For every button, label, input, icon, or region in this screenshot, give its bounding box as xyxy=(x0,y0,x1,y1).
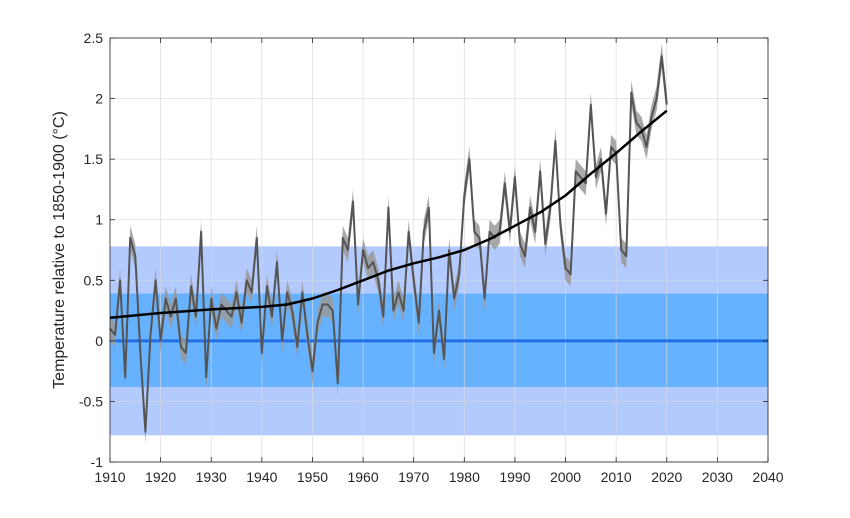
x-tick-label-1980: 1980 xyxy=(449,469,480,485)
trend-line xyxy=(109,109,668,320)
x-axis: 1910 1920 1930 1940 1950 1960 1970 1980 1990 2000… xyxy=(94,38,784,485)
x-tick-label-2020: 2020 xyxy=(651,469,682,485)
x-tick-label-1920: 1920 xyxy=(145,469,176,485)
x-tick-label-1990: 1990 xyxy=(499,469,530,485)
x-tick-label-1950: 1950 xyxy=(297,469,328,485)
y-axis-title: Temperature relative to 1850-1900 (°C) xyxy=(51,111,68,389)
x-tick-label-2010: 2010 xyxy=(601,469,632,485)
x-tick-label-1940: 1940 xyxy=(246,469,277,485)
y-tick-label--0.5: -0.5 xyxy=(79,393,103,409)
y-tick-label-0: 0 xyxy=(95,333,103,349)
y-tick-label-1.5: 1.5 xyxy=(84,151,104,167)
x-tick-label-1960: 1960 xyxy=(347,469,378,485)
plot-area xyxy=(109,37,769,463)
y-tick-label-2.5: 2.5 xyxy=(84,30,104,46)
annual-temperature-line xyxy=(109,55,668,433)
axes-box xyxy=(109,37,769,463)
x-tick-label-1970: 1970 xyxy=(398,469,429,485)
x-tick-label-1930: 1930 xyxy=(196,469,227,485)
y-tick-label-0.5: 0.5 xyxy=(84,272,104,288)
y-axis: -1 -0.5 0 0.5 1 1.5 2 2.5 xyxy=(79,30,768,470)
x-tick-label-1910: 1910 xyxy=(94,469,125,485)
y-tick-label-2: 2 xyxy=(95,91,103,107)
y-tick-label-1: 1 xyxy=(95,212,103,228)
x-tick-label-2000: 2000 xyxy=(550,469,581,485)
x-tick-label-2030: 2030 xyxy=(702,469,733,485)
y-tick-label--1: -1 xyxy=(91,454,104,470)
x-tick-label-2040: 2040 xyxy=(752,469,783,485)
